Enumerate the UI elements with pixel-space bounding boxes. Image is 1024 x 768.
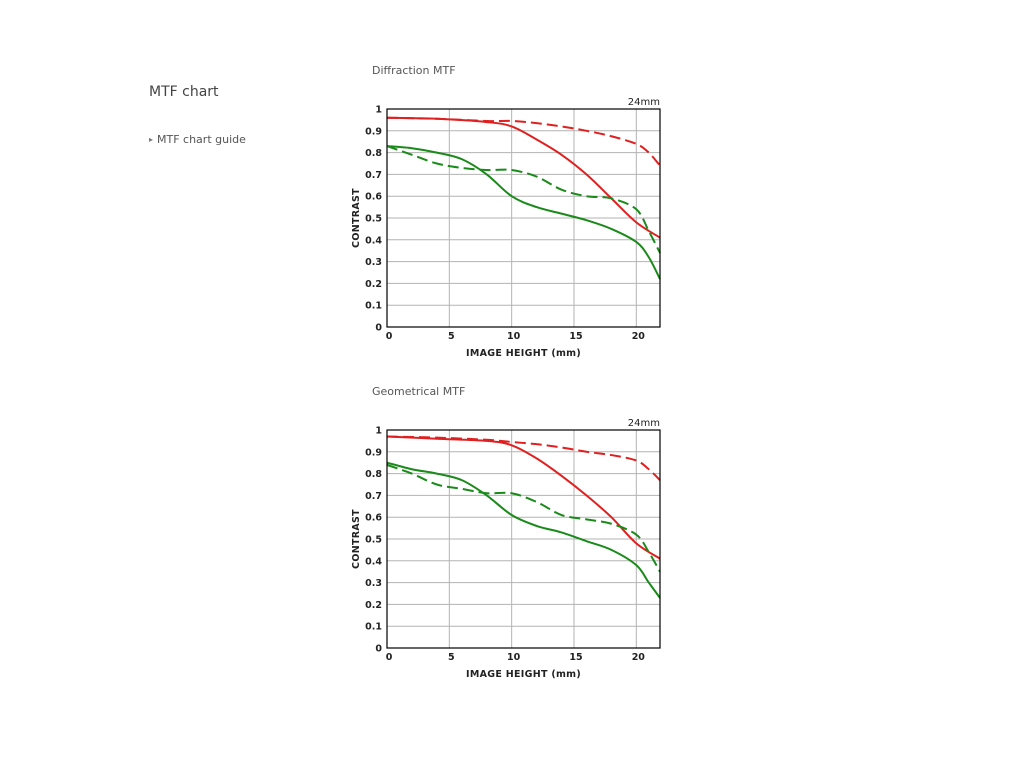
y-tick-label: 0.4 [365, 235, 382, 246]
y-tick-label: 1 [375, 105, 382, 116]
x-tick-label: 20 [632, 652, 646, 663]
y-tick-label: 1 [375, 426, 382, 437]
red-dashed-series-line [386, 116, 661, 167]
x-axis-label: IMAGE HEIGHT (mm) [466, 669, 581, 680]
red-dashed-series-line [386, 435, 661, 481]
chevron-right-icon: ▸ [149, 135, 154, 144]
red-solid-series-line [386, 435, 661, 560]
x-tick-label: 5 [448, 652, 455, 663]
y-tick-label: 0.9 [365, 447, 382, 458]
chart-svg: 00.10.20.30.40.50.60.70.80.910 5 10 15 2024m… [351, 97, 661, 359]
y-tick-label: 0.3 [365, 578, 382, 589]
chart-title: Diffraction MTF [372, 64, 456, 77]
y-tick-label: 0.1 [365, 622, 382, 633]
y-tick-label: 0.9 [365, 126, 382, 137]
x-tick-label: 0 [386, 331, 393, 342]
red-solid-series-line [386, 116, 661, 239]
y-tick-label: 0 [375, 323, 382, 334]
y-tick-label: 0 [375, 644, 382, 655]
x-tick-label: 15 [569, 331, 582, 342]
y-tick-label: 0.8 [365, 148, 382, 159]
y-tick-label: 0.7 [365, 170, 382, 181]
green-dashed-series-line [386, 145, 661, 254]
x-tick-label: 15 [569, 652, 582, 663]
focal-length-label: 24mm [628, 97, 660, 108]
chart-svg: 00.10.20.30.40.50.60.70.80.910 5 10 15 2024m… [351, 418, 661, 680]
y-axis-label: CONTRAST [351, 188, 362, 248]
page-title: MTF chart [149, 84, 219, 100]
y-tick-label: 0.2 [365, 279, 382, 290]
x-tick-label: 20 [632, 331, 646, 342]
x-axis-label: IMAGE HEIGHT (mm) [466, 348, 581, 359]
green-dashed-series-line [386, 463, 661, 573]
x-tick-label: 5 [448, 331, 455, 342]
diffraction-mtf-chart: Diffraction MTF 0 0.1 0.2 0.3 0.4 0.5 0.6 0.7 0.… [340, 64, 680, 364]
plot-frame [386, 429, 661, 649]
x-tick-label: 10 [507, 652, 521, 663]
y-tick-label: 0.2 [365, 600, 382, 611]
mtf-chart-guide-link[interactable]: ▸ MTF chart guide [149, 133, 246, 146]
y-tick-label: 0.7 [365, 491, 382, 502]
y-axis-label: CONTRAST [351, 509, 362, 569]
geometrical-mtf-chart: Geometrical MTF 0 0.1 0.2 0.3 0.4 0.5 0.6 0.7 0.… [340, 385, 680, 685]
green-solid-series-line [386, 145, 661, 280]
y-tick-label: 0.4 [365, 556, 382, 567]
focal-length-label: 24mm [628, 418, 660, 429]
y-tick-label: 0.3 [365, 257, 382, 268]
x-tick-label: 0 [386, 652, 393, 663]
y-tick-label: 0.5 [365, 214, 382, 225]
y-tick-label: 0.8 [365, 469, 382, 480]
chart-title: Geometrical MTF [372, 385, 466, 398]
y-tick-label: 0.6 [365, 513, 382, 524]
plot-frame [386, 108, 661, 328]
y-tick-label: 0.5 [365, 535, 382, 546]
x-tick-label: 10 [507, 331, 521, 342]
green-solid-series-line [386, 461, 661, 599]
guide-link-label: MTF chart guide [157, 133, 246, 146]
y-tick-label: 0.6 [365, 192, 382, 203]
y-tick-label: 0.1 [365, 301, 382, 312]
